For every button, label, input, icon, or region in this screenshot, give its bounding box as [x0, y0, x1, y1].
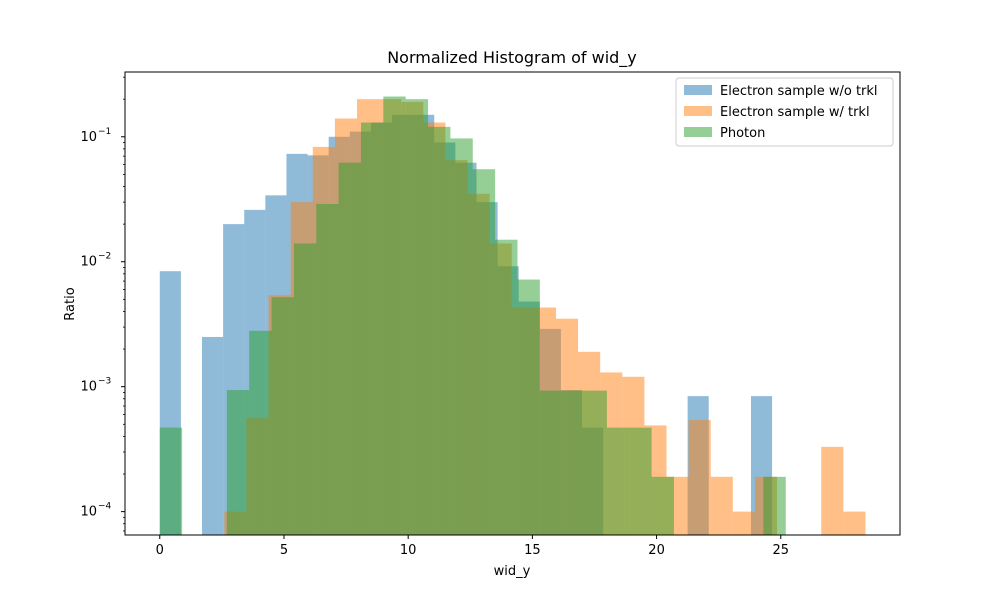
y-axis-title: Ratio	[63, 287, 78, 320]
x-axis: 0 5 10 15 20 25	[156, 535, 789, 558]
histogram-bar-series-2	[732, 511, 755, 535]
histogram-bar-series-3	[450, 138, 473, 535]
histogram-bar-series-2	[710, 476, 733, 535]
histogram-bar-series-3	[562, 390, 585, 535]
histogram-bar-series-3	[293, 243, 317, 535]
legend-swatch-2	[684, 106, 712, 116]
y-tick-exponent: −1	[98, 127, 111, 137]
histogram-bar-series-3	[226, 390, 250, 535]
histogram-bar-series-3	[763, 476, 786, 535]
legend-box	[675, 77, 894, 147]
y-tick-exponent: −4	[98, 502, 112, 512]
histogram-bar-series-3	[338, 162, 361, 536]
x-tick-label: 20	[648, 543, 665, 558]
x-tick-label: 15	[524, 543, 541, 558]
x-tick-label: 0	[156, 543, 164, 558]
x-tick-label: 10	[400, 543, 417, 558]
legend-label-2: Electron sample w/ trkl	[720, 105, 870, 120]
histogram-bar-series-3	[629, 427, 652, 535]
y-tick-exponent: −2	[98, 252, 111, 262]
histogram-bar-series-3	[428, 126, 451, 535]
y-tick-exponent: −3	[98, 377, 111, 387]
y-axis: 10−410−310−210−1	[80, 76, 125, 532]
histogram-bar-series-3	[539, 390, 563, 535]
y-tick-label: 10	[80, 130, 97, 145]
chart-title: Normalized Histogram of wid_y	[387, 48, 637, 68]
x-tick-label: 5	[280, 543, 288, 558]
histogram-bar-series-3	[360, 122, 384, 536]
y-tick-label: 10	[80, 255, 97, 270]
y-tick-label: 10	[80, 380, 97, 395]
histogram-bar-series-3	[495, 239, 518, 536]
histogram-bar-series-3	[472, 169, 496, 536]
histogram-bar-series-3	[517, 279, 540, 535]
histogram-bar-series-2	[688, 420, 711, 535]
histogram-bar-series-3	[159, 427, 183, 535]
x-tick-label: 25	[772, 543, 789, 558]
y-tick-label: 10	[80, 505, 97, 520]
histogram-bar-series-3	[316, 203, 339, 535]
histogram-bar-series-3	[249, 330, 272, 535]
histogram-bar-series-3	[271, 297, 294, 535]
legend-swatch-3	[684, 127, 712, 137]
x-axis-title: wid_y	[494, 564, 531, 579]
histogram-bar-series-3	[405, 99, 429, 536]
legend: Electron sample w/o trkl Electron sample …	[675, 77, 894, 147]
legend-label-1: Electron sample w/o trkl	[720, 84, 878, 99]
bars-layer	[159, 96, 866, 536]
histogram-bar-series-3	[606, 427, 630, 535]
histogram-bar-series-2	[843, 511, 866, 535]
histogram-bar-series-3	[383, 96, 406, 535]
plot-frame	[124, 71, 901, 536]
histogram-bar-series-2	[821, 446, 844, 535]
histogram-bar-series-1	[202, 336, 224, 535]
histogram-bar-series-3	[584, 390, 607, 535]
legend-swatch-1	[684, 85, 712, 95]
histogram-bar-series-3	[651, 476, 674, 535]
legend-label-3: Photon	[720, 126, 765, 141]
